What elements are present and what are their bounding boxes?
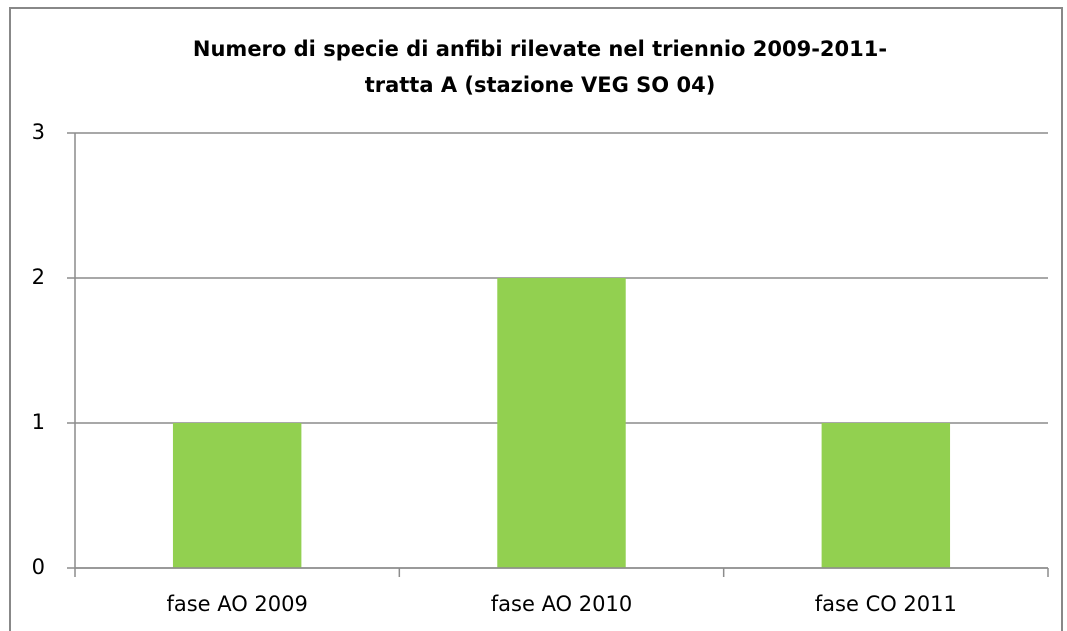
x-tick-label: fase AO 2010	[491, 592, 632, 616]
y-tick-label: 0	[32, 555, 45, 579]
bar	[821, 423, 951, 568]
y-tick-label: 1	[32, 410, 45, 434]
y-tick-label: 2	[32, 265, 45, 289]
y-tick-label: 3	[32, 120, 45, 144]
x-tick-label: fase CO 2011	[815, 592, 957, 616]
chart-title: tratta A (stazione VEG SO 04)	[365, 73, 716, 97]
bar	[172, 423, 302, 568]
x-tick-label: fase AO 2009	[166, 592, 307, 616]
bar	[497, 278, 626, 568]
chart-title: Numero di specie di anfibi rilevate nel …	[193, 37, 887, 61]
